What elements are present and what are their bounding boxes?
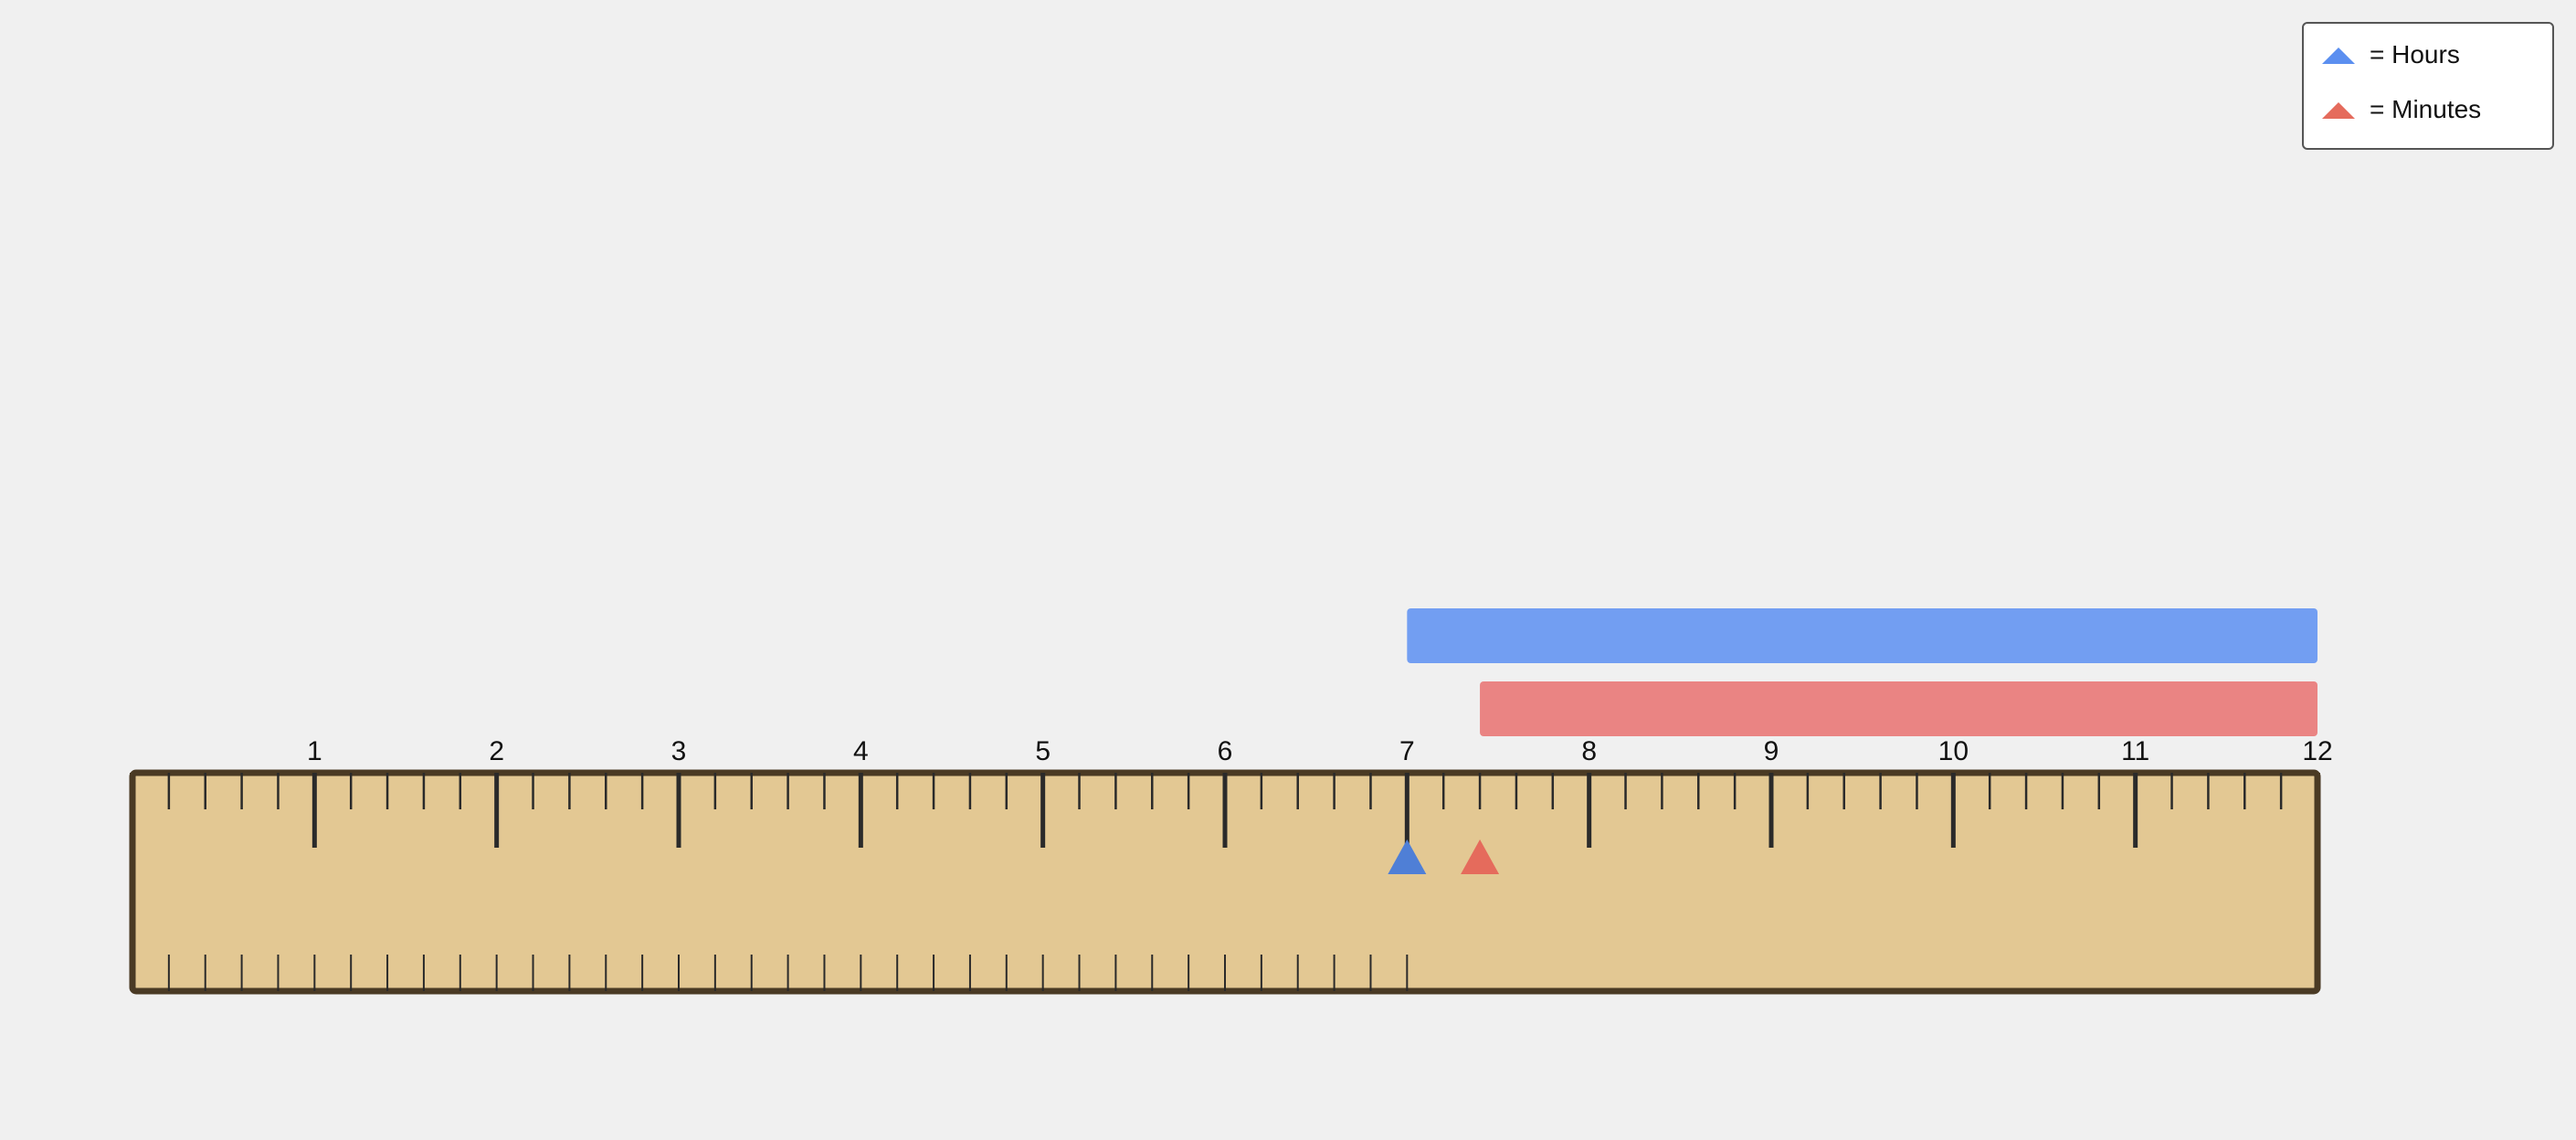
legend: = Hours = Minutes [2302, 22, 2554, 150]
ruler-ticks [130, 773, 2320, 991]
blue-triangle-icon [2322, 48, 2355, 64]
legend-label-hours: = Hours [2370, 40, 2460, 69]
hours-marker [1388, 839, 1427, 874]
bars-layer [1407, 608, 2317, 736]
legend-item-hours: = Hours [2320, 37, 2460, 73]
tick-label: 5 [1035, 736, 1050, 766]
tick-label: 2 [489, 736, 504, 766]
tick-label: 9 [1764, 736, 1779, 766]
tick-label: 11 [2121, 736, 2149, 766]
hours-bar [1407, 608, 2317, 663]
legend-item-minutes: = Minutes [2320, 91, 2481, 128]
legend-label-minutes: = Minutes [2370, 95, 2482, 123]
markers-layer [1388, 839, 1500, 874]
tick-labels: 1 2 3 4 5 6 7 8 9 10 11 12 [307, 736, 2333, 766]
tick-label: 3 [671, 736, 687, 766]
tick-label: 6 [1218, 736, 1233, 766]
tick-label: 12 [2302, 736, 2332, 766]
minutes-marker [1461, 839, 1500, 874]
tick-label: 7 [1399, 736, 1415, 766]
tick-label: 4 [853, 736, 869, 766]
red-triangle-icon [2322, 102, 2355, 119]
tick-label: 8 [1581, 736, 1597, 766]
tick-label: 1 [307, 736, 322, 766]
minutes-bar [1480, 681, 2317, 736]
tick-label: 10 [1938, 736, 1969, 766]
